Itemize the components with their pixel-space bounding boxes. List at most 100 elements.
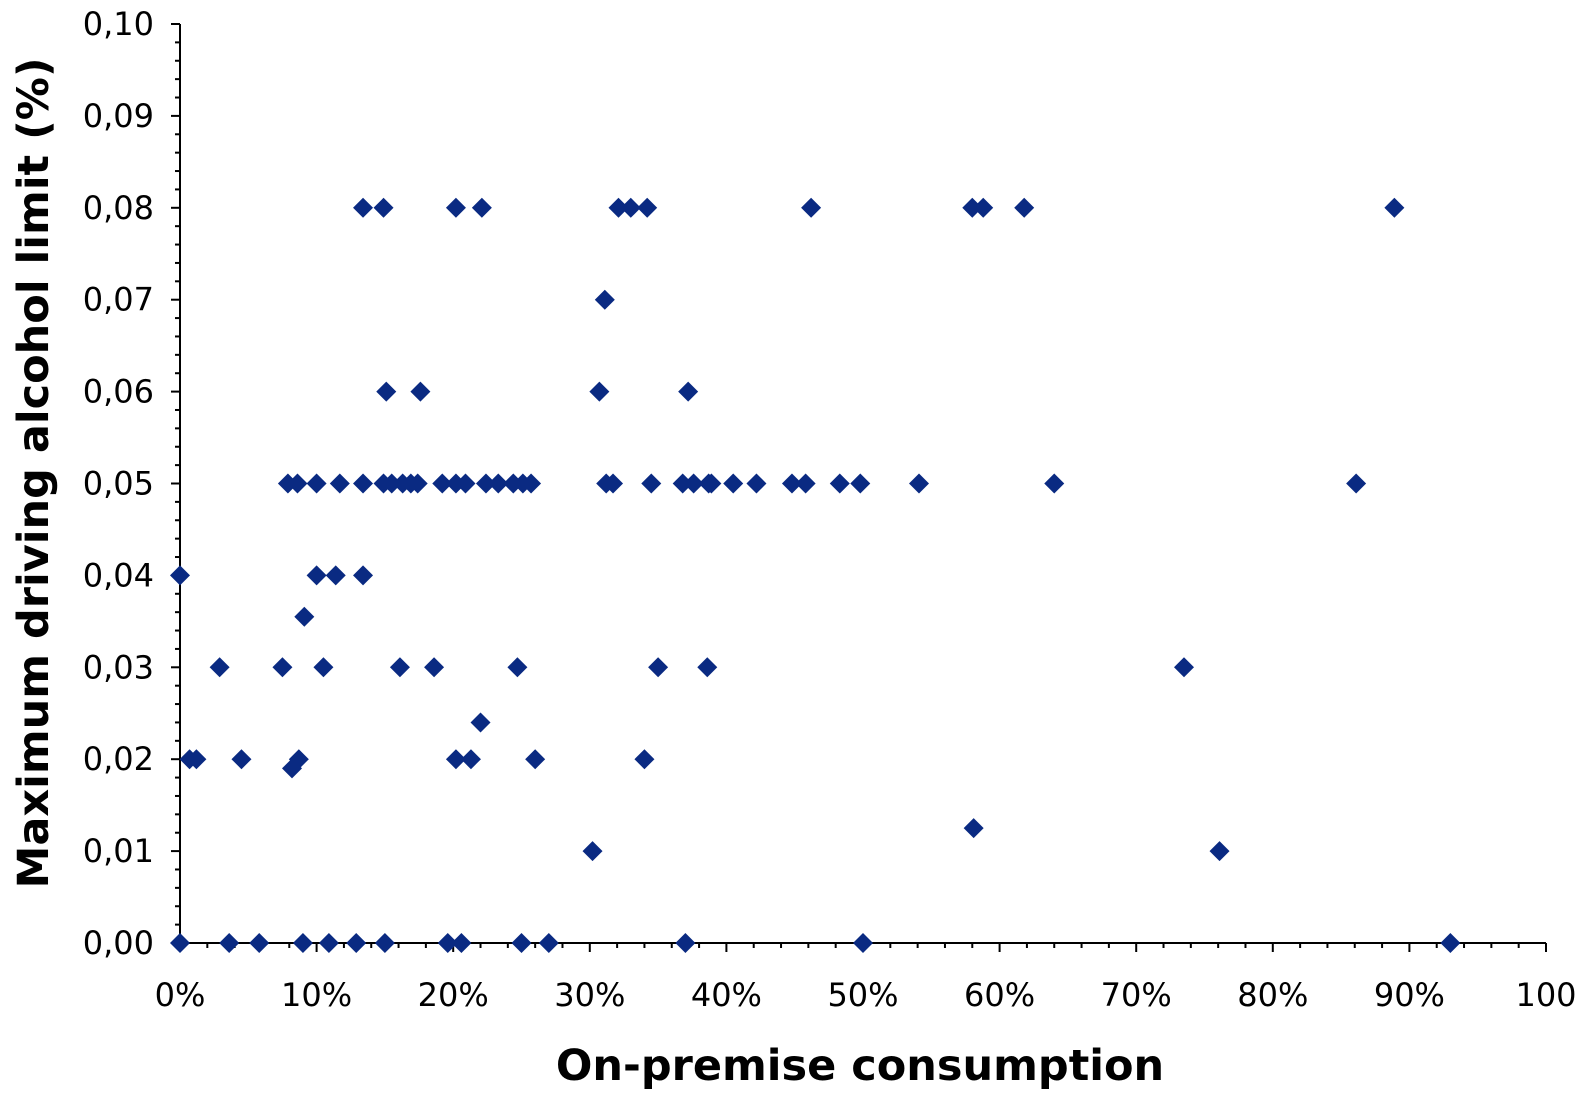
data-point <box>353 197 374 218</box>
data-point <box>460 749 481 770</box>
x-tick-label: 10% <box>281 976 352 1014</box>
data-point <box>455 473 476 494</box>
data-point <box>445 749 466 770</box>
data-point <box>445 197 466 218</box>
data-point <box>608 197 629 218</box>
data-point <box>292 933 313 953</box>
data-point <box>437 933 458 953</box>
x-tick-label: 100 <box>1515 976 1576 1014</box>
data-point <box>697 657 718 678</box>
data-point <box>641 473 662 494</box>
y-tick-label: 0,07 <box>83 281 154 319</box>
data-point <box>746 473 767 494</box>
data-point <box>294 606 315 627</box>
data-point <box>538 933 559 953</box>
data-point <box>620 197 641 218</box>
data-points <box>170 197 1461 953</box>
data-point <box>594 289 615 310</box>
data-point <box>475 473 496 494</box>
x-tick-label: 0% <box>155 976 206 1014</box>
y-tick-label: 0,10 <box>83 5 154 43</box>
y-axis-title: Maximum driving alcohol limit (%) <box>9 58 59 889</box>
data-point <box>1384 197 1405 218</box>
data-point <box>589 381 610 402</box>
data-point <box>1044 473 1065 494</box>
data-point <box>209 657 230 678</box>
data-point <box>488 473 509 494</box>
data-point <box>325 565 346 586</box>
x-axis-title: On-premise consumption <box>556 1041 1164 1091</box>
data-point <box>272 657 293 678</box>
data-point <box>962 197 983 218</box>
y-tick-label: 0,02 <box>83 740 154 778</box>
data-point <box>219 933 240 953</box>
data-point <box>471 197 492 218</box>
data-point <box>1014 197 1035 218</box>
x-axis: 0% 10% 20% 30% 40% 50% 60% 70% 80% 90% 100 <box>155 942 1577 1014</box>
data-point <box>313 657 334 678</box>
y-axis: 0,00 0,01 0,02 0,03 0,04 0,05 0,06 0,07 0,08 0,09… <box>83 5 181 962</box>
data-point <box>287 473 308 494</box>
data-point <box>675 933 696 953</box>
data-point <box>723 473 744 494</box>
data-point <box>432 473 453 494</box>
data-point <box>170 933 190 953</box>
data-point <box>521 473 542 494</box>
data-point <box>648 657 669 678</box>
data-point <box>853 933 873 953</box>
data-point <box>329 473 350 494</box>
data-point <box>781 473 802 494</box>
data-point <box>1174 657 1195 678</box>
data-point <box>306 473 327 494</box>
data-point <box>249 933 270 953</box>
data-point <box>678 381 699 402</box>
data-point <box>306 565 327 586</box>
data-point <box>963 818 984 839</box>
data-point <box>451 933 472 953</box>
data-point <box>424 657 445 678</box>
data-point <box>346 933 367 953</box>
y-tick-label: 0,04 <box>83 556 154 594</box>
x-tick-label: 60% <box>964 976 1035 1014</box>
data-point <box>634 749 655 770</box>
data-point <box>381 473 402 494</box>
x-tick-label: 80% <box>1237 976 1308 1014</box>
data-point <box>353 473 374 494</box>
data-point <box>973 197 994 218</box>
data-point <box>353 565 374 586</box>
x-tick-label: 20% <box>418 976 489 1014</box>
data-point <box>909 473 930 494</box>
data-point <box>389 657 410 678</box>
data-point <box>507 657 528 678</box>
x-tick-label: 90% <box>1374 976 1445 1014</box>
data-point <box>170 565 190 586</box>
data-point <box>511 933 532 953</box>
y-tick-label: 0,03 <box>83 648 154 686</box>
data-point <box>407 473 428 494</box>
data-point <box>582 841 603 862</box>
data-point <box>231 749 252 770</box>
data-point <box>683 473 704 494</box>
data-point <box>829 473 850 494</box>
data-point <box>1346 473 1367 494</box>
data-point <box>410 381 431 402</box>
y-tick-label: 0,00 <box>83 924 154 962</box>
data-point <box>1209 841 1230 862</box>
x-tick-label: 40% <box>691 976 762 1014</box>
data-point <box>701 473 722 494</box>
data-point <box>470 712 491 733</box>
data-point <box>374 933 395 953</box>
x-tick-label: 70% <box>1101 976 1172 1014</box>
data-point <box>603 473 624 494</box>
data-point <box>282 758 303 779</box>
y-tick-label: 0,05 <box>83 465 154 503</box>
data-point <box>186 749 207 770</box>
y-tick-label: 0,09 <box>83 97 154 135</box>
data-point <box>525 749 546 770</box>
data-point <box>801 197 822 218</box>
x-tick-label: 50% <box>827 976 898 1014</box>
data-point <box>850 473 871 494</box>
data-point <box>672 473 693 494</box>
